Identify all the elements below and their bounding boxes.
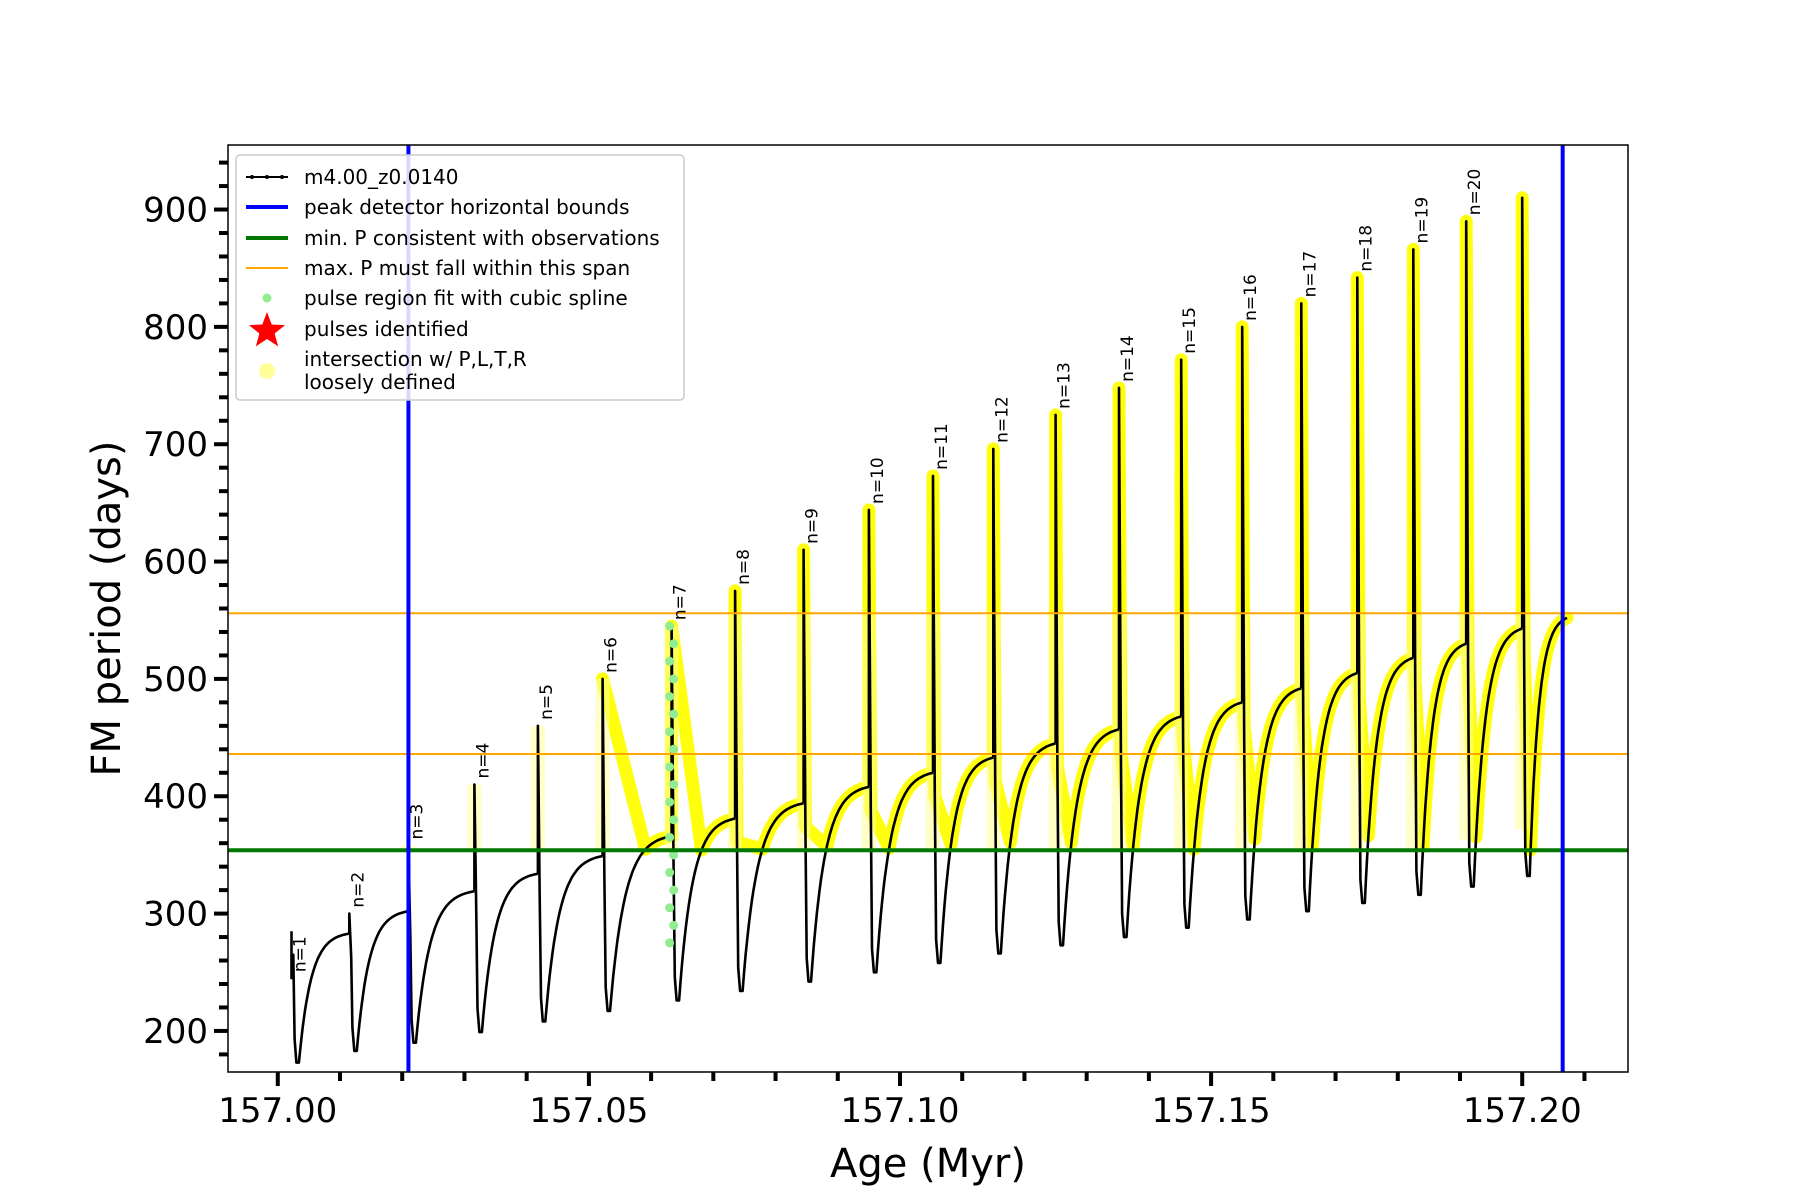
pulse-label-13: n=13	[1055, 362, 1075, 409]
legend-box	[235, 154, 685, 401]
y-tick-label: 700	[143, 425, 208, 465]
y-tick-label: 400	[143, 777, 208, 817]
spline-point	[665, 868, 675, 878]
y-tick-label: 500	[143, 660, 208, 700]
series-line-segment-15	[1179, 358, 1243, 929]
series-line-segment-12	[992, 447, 1056, 955]
spline-point	[665, 797, 675, 807]
pulse-label-20: n=20	[1465, 169, 1485, 216]
legend-label-4: max. P must fall within this span	[304, 256, 630, 280]
legend-label-2: peak detector horizontal bounds	[304, 195, 630, 219]
series-line-segment-17	[1300, 302, 1358, 913]
series-line-segment-19	[1412, 248, 1467, 897]
pulse-label-10: n=10	[868, 457, 888, 504]
series-line-segment-8	[733, 589, 804, 993]
legend-marker-dot	[280, 175, 284, 179]
pulse-label-7: n=7	[671, 584, 691, 620]
pulse-label-3: n=3	[407, 804, 427, 840]
legend-label-7-line2: loosely defined	[304, 370, 456, 394]
pulse-label-18: n=18	[1356, 225, 1376, 272]
series-line-segment-9	[802, 548, 870, 983]
spline-point	[669, 850, 679, 860]
pulse-label-14: n=14	[1118, 335, 1138, 382]
series-line-segment-14	[1117, 386, 1182, 939]
legend-label-3: min. P consistent with observations	[304, 226, 660, 250]
y-axis-title: FM period (days)	[84, 441, 130, 777]
y-tick-label: 200	[143, 1012, 208, 1052]
pulse-label-19: n=19	[1412, 197, 1432, 244]
legend-marker	[262, 293, 272, 303]
legend-marker	[259, 363, 275, 379]
spline-point	[665, 832, 675, 842]
axis-ticks: 200 300 400 500 600 700 800 900 157.00 157.05 157.…	[143, 160, 1587, 1131]
pulse-label-1: n=1	[290, 936, 310, 972]
pulse-label-5: n=5	[537, 684, 557, 720]
legend-star-marker	[248, 312, 286, 347]
x-tick-label: 157.20	[1463, 1091, 1582, 1131]
series-line-segment-20	[1464, 220, 1523, 888]
pulse-label-6: n=6	[602, 637, 622, 673]
pulse-label-8: n=8	[734, 549, 754, 585]
spline-point	[669, 885, 679, 895]
pulse-label-4: n=4	[473, 743, 493, 779]
spline-point	[669, 709, 679, 719]
x-tick-label: 157.05	[529, 1091, 648, 1131]
x-axis-title: Age (Myr)	[830, 1141, 1026, 1187]
spline-point	[665, 903, 675, 913]
series-line-segment-1	[290, 931, 350, 1064]
pulse-label-12: n=12	[992, 396, 1012, 443]
spline-point	[669, 744, 679, 754]
spline-point	[665, 762, 675, 772]
spline-point	[669, 780, 679, 790]
y-tick-label: 900	[143, 191, 208, 231]
y-tick-label: 600	[143, 543, 208, 583]
legend-label-1: m4.00_z0.0140	[304, 165, 459, 189]
series-line-segment-4	[473, 783, 539, 1034]
series-line-segment-16	[1240, 325, 1302, 921]
legend-marker-dot	[250, 175, 254, 179]
legend-label-7: intersection w/ P,L,T,R	[304, 347, 527, 371]
pulse-label-16: n=16	[1241, 274, 1261, 321]
pulse-label-17: n=17	[1300, 251, 1320, 298]
series-line-segment-5	[536, 724, 603, 1023]
pulse-label-11: n=11	[932, 423, 952, 470]
spline-point	[669, 674, 679, 684]
y-tick-label: 300	[143, 895, 208, 935]
spline-point	[665, 621, 675, 631]
series-line-segment-7	[670, 624, 736, 1002]
pulse-label-2: n=2	[348, 872, 368, 908]
series-line-segment-6	[601, 677, 672, 1013]
series-line-segment-3	[407, 844, 475, 1044]
spline-point	[665, 727, 675, 737]
y-tick-label: 800	[143, 308, 208, 348]
spline-point	[665, 938, 675, 948]
spline-point	[669, 920, 679, 930]
spline-point	[665, 692, 675, 702]
x-tick-label: 157.10	[841, 1091, 960, 1131]
spline-point	[669, 815, 679, 825]
spline-point	[665, 656, 675, 666]
legend-label-6: pulses identified	[304, 317, 469, 341]
legend-label-5: pulse region fit with cubic spline	[304, 286, 628, 310]
pulse-label-15: n=15	[1180, 307, 1200, 354]
legend-marker-dot	[265, 175, 269, 179]
series-line-segment-13	[1054, 413, 1120, 947]
spline-point	[669, 639, 679, 649]
series-line-segment-10	[867, 508, 934, 974]
x-tick-label: 157.00	[218, 1091, 337, 1131]
plot-area	[228, 145, 1628, 1072]
pulse-label-9: n=9	[803, 508, 823, 544]
series-line-segment-2	[348, 909, 409, 1053]
series-line-segment-18	[1356, 276, 1414, 905]
series-line-segment-11	[931, 474, 994, 965]
x-tick-label: 157.15	[1152, 1091, 1271, 1131]
series-line-segment-21	[1520, 196, 1568, 878]
